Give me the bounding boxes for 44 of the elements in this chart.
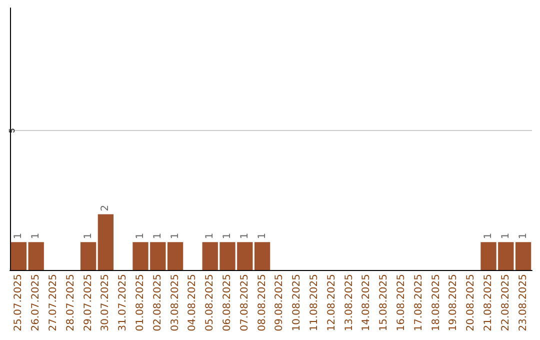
data-label: 1: [500, 232, 512, 240]
x-tick-label: 01.08.2025: [135, 274, 146, 332]
data-label: 1: [518, 232, 529, 240]
data-label: 1: [256, 232, 268, 240]
x-tick-label: 26.07.2025: [30, 274, 42, 332]
x-tick-label: 30.07.2025: [100, 274, 112, 332]
data-label: 1: [483, 232, 494, 240]
x-tick-label: 14.08.2025: [361, 274, 372, 332]
x-tick-label: 15.08.2025: [378, 274, 390, 332]
x-tick-label: 06.08.2025: [222, 274, 233, 332]
x-tick-label: 08.08.2025: [256, 274, 268, 332]
x-tick-label: 25.07.2025: [13, 274, 24, 332]
x-tick-label: 12.08.2025: [326, 274, 338, 332]
x-tick-label: 28.07.2025: [65, 274, 76, 332]
x-tick-label: 31.07.2025: [118, 274, 129, 332]
data-label: 1: [239, 232, 250, 240]
x-tick-label: 02.08.2025: [152, 274, 164, 332]
x-tick-label: 27.07.2025: [48, 274, 59, 332]
data-label: 1: [82, 232, 94, 240]
data-label: 1: [135, 232, 146, 240]
data-label: 2: [100, 204, 112, 212]
x-tick-label: 16.08.2025: [396, 274, 407, 332]
data-label: 1: [30, 232, 42, 240]
x-tick-label: 11.08.2025: [309, 274, 320, 332]
x-tick-label: 22.08.2025: [500, 274, 512, 332]
x-tick-label: 21.08.2025: [483, 274, 494, 332]
x-tick-label: 05.08.2025: [204, 274, 216, 332]
x-tick-label: 18.08.2025: [430, 274, 442, 332]
x-tick-label: 17.08.2025: [413, 274, 424, 332]
data-label: 1: [13, 232, 24, 240]
x-tick-label: 29.07.2025: [82, 274, 94, 332]
x-tick-label: 23.08.2025: [518, 274, 529, 332]
data-label: 1: [204, 232, 216, 240]
x-tick-label: 04.08.2025: [187, 274, 198, 332]
x-tick-label: 19.08.2025: [448, 274, 460, 332]
x-tick-label: 13.08.2025: [344, 274, 355, 332]
data-label: 1: [152, 232, 164, 240]
x-tick-label: 09.08.2025: [274, 274, 286, 332]
data-label: 1: [222, 232, 233, 240]
data-label: 1: [170, 232, 181, 240]
x-tick-label: 07.08.2025: [239, 274, 250, 332]
x-tick-label: 03.08.2025: [170, 274, 181, 332]
x-tick-label: 10.08.2025: [292, 274, 303, 332]
x-tick-label: 20.08.2025: [466, 274, 477, 332]
